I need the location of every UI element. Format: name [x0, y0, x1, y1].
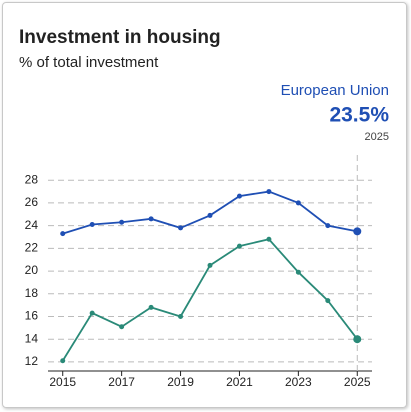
- point: [295, 269, 301, 275]
- x-tick-label: 2025: [344, 375, 371, 389]
- point: [148, 216, 154, 222]
- x-tick-label: 2019: [167, 375, 194, 389]
- y-tick-label: 20: [25, 263, 39, 277]
- point: [295, 200, 301, 206]
- point: [178, 313, 184, 319]
- point: [266, 189, 272, 195]
- point: [325, 223, 331, 229]
- point: [119, 219, 125, 225]
- card: [2, 2, 407, 408]
- x-tick-label: 2017: [108, 375, 135, 389]
- y-tick-label: 12: [25, 354, 39, 368]
- chart-title: Investment in housing: [19, 27, 221, 48]
- chart-subtitle: % of total investment: [19, 54, 159, 71]
- x-tick-label: 2023: [285, 375, 312, 389]
- point: [148, 304, 154, 310]
- y-tick-label: 26: [25, 195, 39, 209]
- point: [325, 298, 331, 304]
- y-tick-label: 16: [25, 309, 39, 323]
- point: [207, 262, 213, 268]
- y-tick-label: 24: [25, 218, 39, 232]
- highlight-name: European Union: [281, 82, 389, 99]
- point: [266, 236, 272, 242]
- x-tick-label: 2015: [49, 375, 76, 389]
- point: [236, 193, 242, 199]
- y-tick-label: 18: [25, 286, 39, 300]
- x-tick-label: 2021: [226, 375, 253, 389]
- point: [207, 212, 213, 218]
- y-tick-label: 14: [25, 331, 39, 345]
- point: [60, 358, 66, 364]
- highlight-year: 2025: [365, 131, 389, 143]
- point: [89, 310, 95, 316]
- highlight-value: 23.5%: [329, 104, 389, 127]
- point: [178, 225, 184, 231]
- series-line: [61, 238, 358, 362]
- point: [119, 324, 125, 330]
- point: [353, 227, 362, 236]
- point: [60, 231, 66, 237]
- series-line: [62, 190, 358, 235]
- y-tick-label: 28: [25, 172, 39, 186]
- y-tick-label: 22: [25, 241, 39, 255]
- point: [353, 335, 362, 344]
- point: [236, 243, 242, 249]
- point: [89, 222, 95, 228]
